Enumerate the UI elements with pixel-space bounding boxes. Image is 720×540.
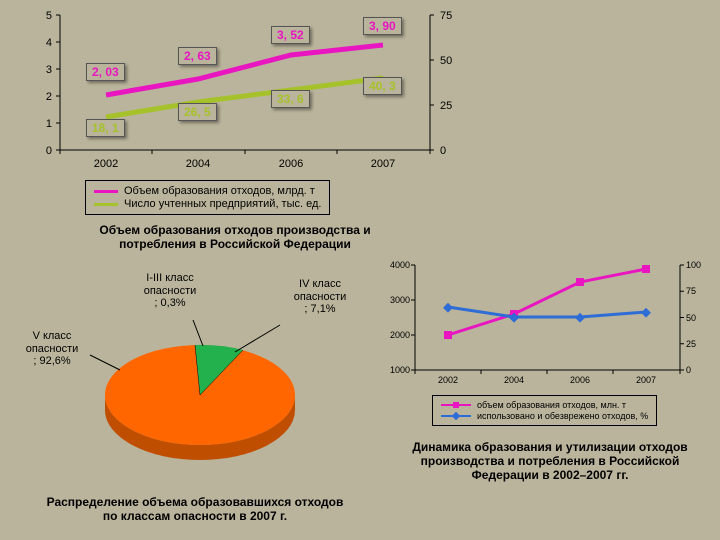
svg-text:2006: 2006 [279,158,303,170]
chart2-title: Динамика образования и утилизации отходо… [400,440,700,482]
chart1-title: Объем образования отходов производства и… [70,223,400,251]
svg-text:25: 25 [686,339,696,349]
svg-text:2004: 2004 [186,158,210,170]
pie-label-line: опасности [125,285,215,298]
svg-text:0: 0 [440,145,446,157]
svg-text:2000: 2000 [390,330,410,340]
chart1-a-label-0: 2, 03 [86,63,125,81]
chart2: 1000 2000 3000 4000 0 25 50 75 100 [380,255,715,405]
svg-text:1000: 1000 [390,365,410,375]
legend-marker-icon [441,413,471,419]
chart1-a-label-1: 2, 63 [178,47,217,65]
svg-text:2007: 2007 [636,375,656,385]
pie-label-line: IV класс [280,278,360,291]
svg-text:1: 1 [46,118,52,130]
chart1-a-label-3: 3, 90 [363,17,402,35]
chart1-b-label-2: 33, 6 [271,90,310,108]
pie-label-0: I-III класс опасности ; 0,3% [125,272,215,310]
svg-text:0: 0 [686,365,691,375]
svg-text:100: 100 [686,260,701,270]
chart2-legend-b: использовано и обезврежено отходов, % [477,411,648,421]
svg-text:2002: 2002 [438,375,458,385]
svg-text:2002: 2002 [94,158,118,170]
svg-text:2004: 2004 [504,375,524,385]
svg-text:4000: 4000 [390,260,410,270]
chart1-legend-a: Объем образования отходов, млрд. т [124,185,315,197]
pie-label-2: V класс опасности ; 92,6% [12,330,92,368]
pie-label-line: ; 0,3% [125,297,215,310]
chart1-a-label-2: 3, 52 [271,26,310,44]
chart1-legend-b: Число учтенных предприятий, тыс. ед. [124,198,321,210]
chart1-b-label-1: 26, 5 [178,103,217,121]
chart2-legend: объем образования отходов, млн. т исполь… [432,395,657,426]
pie-svg [85,310,315,480]
pie-chart [85,310,315,480]
svg-text:0: 0 [46,145,52,157]
svg-text:50: 50 [686,313,696,323]
legend-line-icon [94,203,118,206]
pie-label-line: опасности [12,343,92,356]
svg-text:3000: 3000 [390,295,410,305]
pie-label-line: опасности [280,291,360,304]
svg-text:2: 2 [46,91,52,103]
svg-text:75: 75 [686,286,696,296]
chart2-svg: 1000 2000 3000 4000 0 25 50 75 100 [380,255,715,405]
chart1-b-label-0: 18, 1 [86,119,125,137]
pie-label-line: ; 7,1% [280,303,360,316]
svg-text:50: 50 [440,55,452,67]
chart1-svg: 0 1 2 3 4 5 0 25 50 75 [30,5,470,175]
chart1: 0 1 2 3 4 5 0 25 50 75 [30,5,470,175]
pie-label-line: I-III класс [125,272,215,285]
svg-text:4: 4 [46,37,52,49]
pie-label-1: IV класс опасности ; 7,1% [280,278,360,316]
svg-text:25: 25 [440,100,452,112]
svg-text:2006: 2006 [570,375,590,385]
chart1-b-label-3: 40, 3 [363,77,402,95]
svg-text:3: 3 [46,64,52,76]
pie-label-line: ; 92,6% [12,355,92,368]
svg-text:2007: 2007 [371,158,395,170]
chart2-legend-a: объем образования отходов, млн. т [477,400,626,410]
pie-label-line: V класс [12,330,92,343]
svg-text:75: 75 [440,10,452,22]
svg-text:5: 5 [46,10,52,22]
chart1-legend: Объем образования отходов, млрд. т Число… [85,180,330,215]
legend-line-icon [94,190,118,193]
legend-marker-icon [441,402,471,408]
pie-title: Распределение объема образовавшихся отхо… [40,495,350,523]
